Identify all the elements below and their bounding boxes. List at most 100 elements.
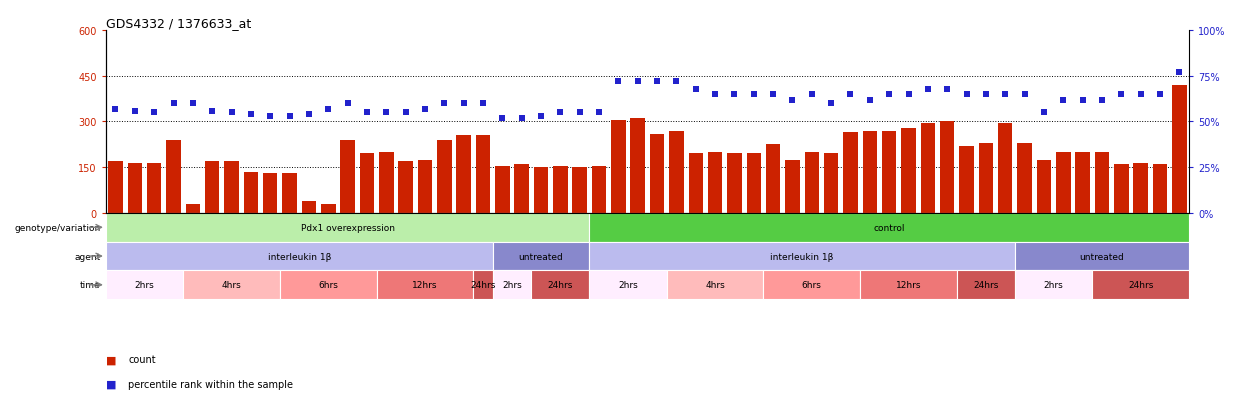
- Point: [124, 108, 144, 114]
- Text: 24hrs: 24hrs: [548, 280, 573, 290]
- Bar: [534, 168, 548, 214]
- Bar: [881, 131, 896, 214]
- Bar: [493, 271, 532, 299]
- Bar: [920, 124, 935, 214]
- Point: [319, 106, 339, 113]
- Text: untreated: untreated: [519, 252, 564, 261]
- Bar: [747, 154, 761, 214]
- Point: [299, 112, 319, 118]
- Text: genotype/variation: genotype/variation: [14, 223, 101, 232]
- Bar: [573, 168, 586, 214]
- Bar: [514, 165, 529, 214]
- Text: interleukin 1β: interleukin 1β: [771, 252, 834, 261]
- Point: [550, 110, 570, 116]
- Text: Pdx1 overexpression: Pdx1 overexpression: [300, 223, 395, 232]
- Bar: [901, 128, 916, 214]
- Point: [666, 79, 686, 85]
- Point: [937, 86, 957, 93]
- Point: [337, 101, 357, 107]
- Text: 6hrs: 6hrs: [802, 280, 822, 290]
- Bar: [667, 271, 763, 299]
- Bar: [183, 271, 280, 299]
- Text: ■: ■: [106, 379, 116, 389]
- Point: [647, 79, 667, 85]
- Text: agent: agent: [75, 252, 101, 261]
- Text: 2hrs: 2hrs: [502, 280, 522, 290]
- Bar: [473, 271, 493, 299]
- Bar: [108, 162, 123, 214]
- Point: [202, 108, 222, 114]
- Point: [609, 79, 629, 85]
- Text: 24hrs: 24hrs: [1128, 280, 1153, 290]
- Bar: [763, 271, 860, 299]
- Bar: [1076, 152, 1089, 214]
- Point: [1073, 97, 1093, 104]
- Text: ■: ■: [106, 354, 116, 364]
- Point: [222, 110, 242, 116]
- Point: [802, 92, 822, 98]
- Text: 4hrs: 4hrs: [705, 280, 725, 290]
- Point: [1033, 110, 1053, 116]
- Point: [1169, 70, 1189, 76]
- Bar: [167, 140, 181, 214]
- Bar: [589, 271, 667, 299]
- Text: 6hrs: 6hrs: [319, 280, 339, 290]
- Bar: [630, 119, 645, 214]
- Bar: [1056, 152, 1071, 214]
- Bar: [1153, 165, 1168, 214]
- Bar: [1037, 160, 1051, 214]
- Point: [473, 101, 493, 107]
- Text: 2hrs: 2hrs: [134, 280, 154, 290]
- Point: [183, 101, 203, 107]
- Bar: [301, 201, 316, 214]
- Bar: [1114, 165, 1128, 214]
- Bar: [591, 166, 606, 214]
- Point: [415, 106, 435, 113]
- Bar: [532, 271, 589, 299]
- Bar: [418, 160, 432, 214]
- Point: [1150, 92, 1170, 98]
- Bar: [360, 154, 375, 214]
- Bar: [589, 242, 1015, 271]
- Bar: [147, 163, 162, 214]
- Bar: [824, 154, 838, 214]
- Bar: [205, 162, 219, 214]
- Point: [705, 92, 725, 98]
- Point: [1015, 92, 1035, 98]
- Bar: [766, 145, 781, 214]
- Bar: [496, 166, 509, 214]
- Point: [725, 92, 745, 98]
- Text: percentile rank within the sample: percentile rank within the sample: [128, 379, 294, 389]
- Bar: [553, 166, 568, 214]
- Point: [589, 110, 609, 116]
- Text: untreated: untreated: [1079, 252, 1124, 261]
- Bar: [457, 136, 471, 214]
- Text: 24hrs: 24hrs: [471, 280, 496, 290]
- Bar: [283, 174, 296, 214]
- Bar: [1172, 86, 1186, 214]
- Point: [280, 114, 300, 120]
- Point: [260, 114, 280, 120]
- Point: [144, 110, 164, 116]
- Text: GDS4332 / 1376633_at: GDS4332 / 1376633_at: [106, 17, 251, 30]
- Point: [492, 115, 512, 122]
- Bar: [280, 271, 376, 299]
- Bar: [804, 152, 819, 214]
- Bar: [708, 152, 722, 214]
- Text: control: control: [874, 223, 905, 232]
- Point: [435, 101, 454, 107]
- Point: [783, 97, 803, 104]
- Point: [396, 110, 416, 116]
- Point: [627, 79, 647, 85]
- Bar: [863, 131, 876, 214]
- Point: [357, 110, 377, 116]
- Point: [840, 92, 860, 98]
- Text: interleukin 1β: interleukin 1β: [268, 252, 331, 261]
- Point: [956, 92, 976, 98]
- Bar: [127, 163, 142, 214]
- Point: [1112, 92, 1132, 98]
- Bar: [244, 172, 258, 214]
- Bar: [376, 271, 473, 299]
- Point: [1092, 97, 1112, 104]
- Point: [1130, 92, 1150, 98]
